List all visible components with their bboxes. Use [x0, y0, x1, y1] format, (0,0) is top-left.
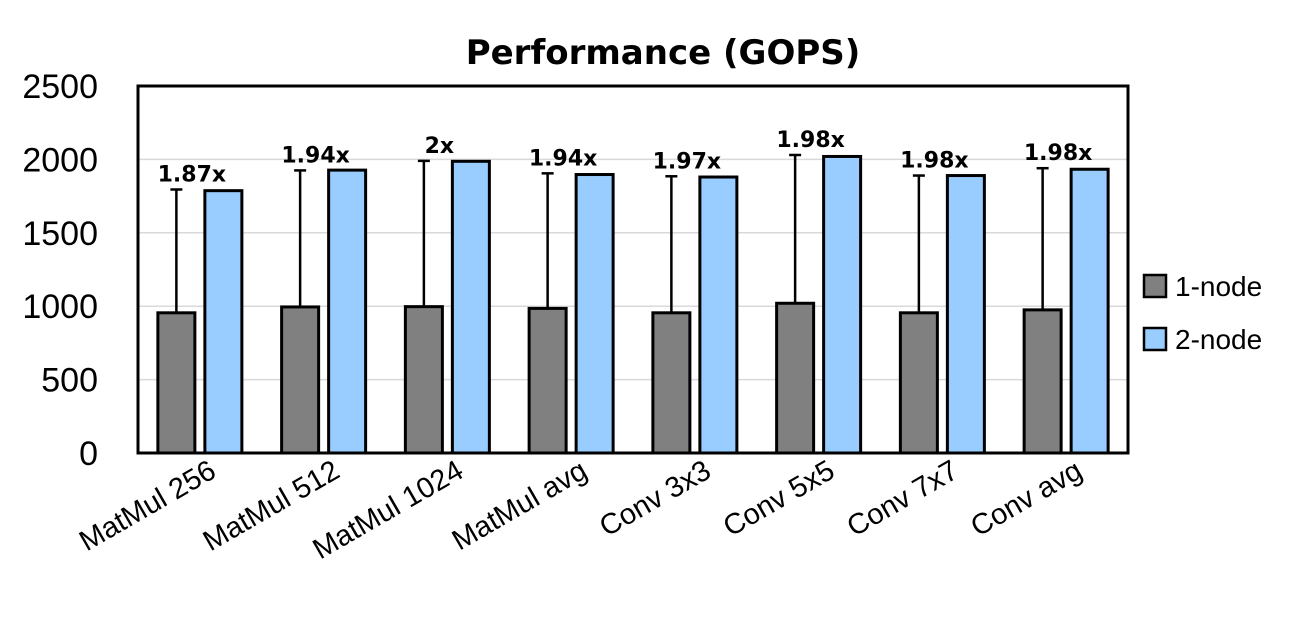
bar-2-node [574, 173, 615, 455]
x-tick-label: Conv 3x3 [594, 454, 716, 543]
y-axis: 0 500 1000 1500 2000 2500 [22, 68, 98, 473]
legend-swatch-1-node [1142, 273, 1168, 299]
y-tick-label: 2000 [22, 141, 98, 179]
ratio-label: 1.94x [281, 143, 349, 168]
ratio-label: 1.98x [776, 128, 844, 153]
y-tick-label: 1000 [22, 288, 98, 326]
error-bars-layer [170, 153, 1049, 313]
x-tick-label: MatMul avg [447, 454, 593, 557]
bar-1-node [527, 306, 568, 455]
bar-1-node [280, 305, 321, 455]
ratio-label: 1.98x [900, 149, 968, 174]
bar-2-node [203, 189, 244, 455]
ratio-label: 1.97x [653, 149, 721, 174]
chart-title: Performance (GOPS) [466, 33, 861, 73]
bar-2-node [945, 174, 986, 455]
legend: 1-node 2-node [1142, 271, 1262, 355]
y-tick-label: 1500 [22, 215, 98, 253]
bar-1-node [651, 311, 692, 455]
y-tick-label: 2500 [22, 68, 98, 106]
bar-2-node [822, 154, 863, 455]
bar-2-node [698, 175, 739, 455]
bar-1-node [775, 301, 816, 455]
x-tick-label: Conv 5x5 [718, 454, 840, 543]
ratio-label: 1.94x [529, 146, 597, 171]
bar-1-node [156, 311, 197, 455]
y-tick-label: 0 [79, 435, 98, 473]
ratio-label: 2x [425, 134, 455, 159]
legend-label: 1-node [1175, 271, 1262, 302]
ratio-labels-layer: 1.87x 1.94x 2x 1.94x 1.97x 1.98x 1.98x 1.98x [158, 128, 1093, 187]
bar-1-node [403, 305, 444, 455]
legend-label: 2-node [1175, 324, 1262, 355]
bar-2-node [1069, 167, 1110, 455]
x-tick-label: Conv 7x7 [842, 454, 964, 543]
plot-area-frame [136, 84, 1130, 455]
x-tick-label: Conv avg [966, 454, 1088, 543]
bar-2-node [450, 159, 491, 455]
bar-2-node [327, 168, 368, 455]
y-tick-label: 500 [41, 362, 98, 400]
bar-1-node [1022, 308, 1063, 455]
bar-1-node [898, 311, 939, 455]
ratio-label: 1.87x [158, 162, 226, 187]
legend-swatch-2-node [1142, 326, 1168, 352]
ratio-label: 1.98x [1024, 141, 1092, 166]
